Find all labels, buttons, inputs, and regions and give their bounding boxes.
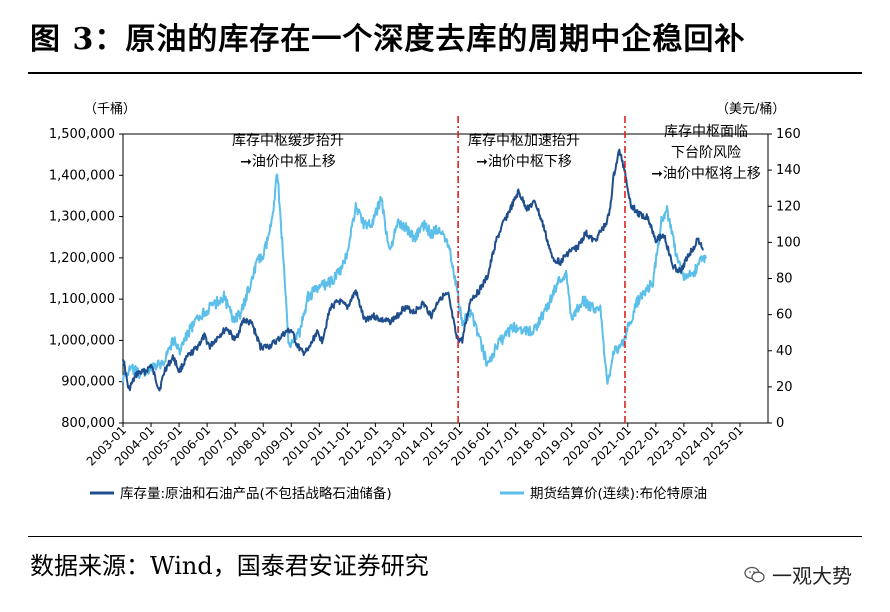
- inventory-series-line: [122, 148, 704, 392]
- right-axis-unit: （美元/桶）: [716, 102, 785, 117]
- left-tick-label: 1,500,000: [49, 127, 115, 142]
- right-tick-label: 20: [776, 380, 793, 395]
- right-tick-label: 0: [776, 416, 784, 431]
- annotation-period2-line1: 库存中枢加速抬升: [468, 133, 580, 149]
- left-axis-unit: （千桶）: [84, 102, 136, 117]
- annotation-period3-line2: 下台阶风险: [671, 145, 741, 161]
- left-tick-label: 1,400,000: [49, 168, 115, 183]
- legend-label: 期货结算价(连续):布伦特原油: [530, 485, 707, 502]
- annotation-period3-line1: 库存中枢面临: [664, 124, 748, 140]
- right-tick-label: 160: [776, 127, 801, 142]
- right-tick-label: 140: [776, 163, 801, 178]
- annotation-period1-line1: 库存中枢缓步抬升: [232, 133, 344, 149]
- left-tick-label: 900,000: [61, 375, 115, 390]
- watermark-text: 一观大势: [772, 564, 852, 588]
- left-tick-label: 800,000: [61, 416, 115, 431]
- watermark: 一观大势: [744, 560, 852, 589]
- left-tick-label: 1,000,000: [49, 333, 115, 348]
- left-tick-label: 1,100,000: [49, 292, 115, 307]
- annotation-period2-line2: ➞油价中枢下移: [476, 154, 572, 170]
- left-tick-label: 1,300,000: [49, 210, 115, 225]
- right-tick-label: 60: [776, 308, 793, 323]
- right-tick-label: 80: [776, 272, 793, 287]
- left-tick-label: 1,200,000: [49, 251, 115, 266]
- annotation-period1-line2: ➞油价中枢上移: [240, 154, 336, 170]
- right-tick-label: 40: [776, 344, 793, 359]
- wechat-icon: [744, 566, 765, 582]
- legend-label: 库存量:原油和石油产品(不包括战略石油储备): [120, 485, 392, 502]
- source-note: 数据来源：Wind，国泰君安证券研究: [30, 552, 429, 580]
- right-tick-label: 100: [776, 235, 801, 250]
- right-tick-label: 120: [776, 199, 801, 214]
- title-rule: [28, 72, 862, 74]
- brent-price-series-line: [122, 173, 708, 385]
- annotation-period3-line3: ➞油价中枢将上移: [651, 166, 761, 182]
- figure-title: 图 3：原油的库存在一个深度去库的周期中企稳回补: [30, 22, 746, 57]
- source-rule: [28, 536, 862, 537]
